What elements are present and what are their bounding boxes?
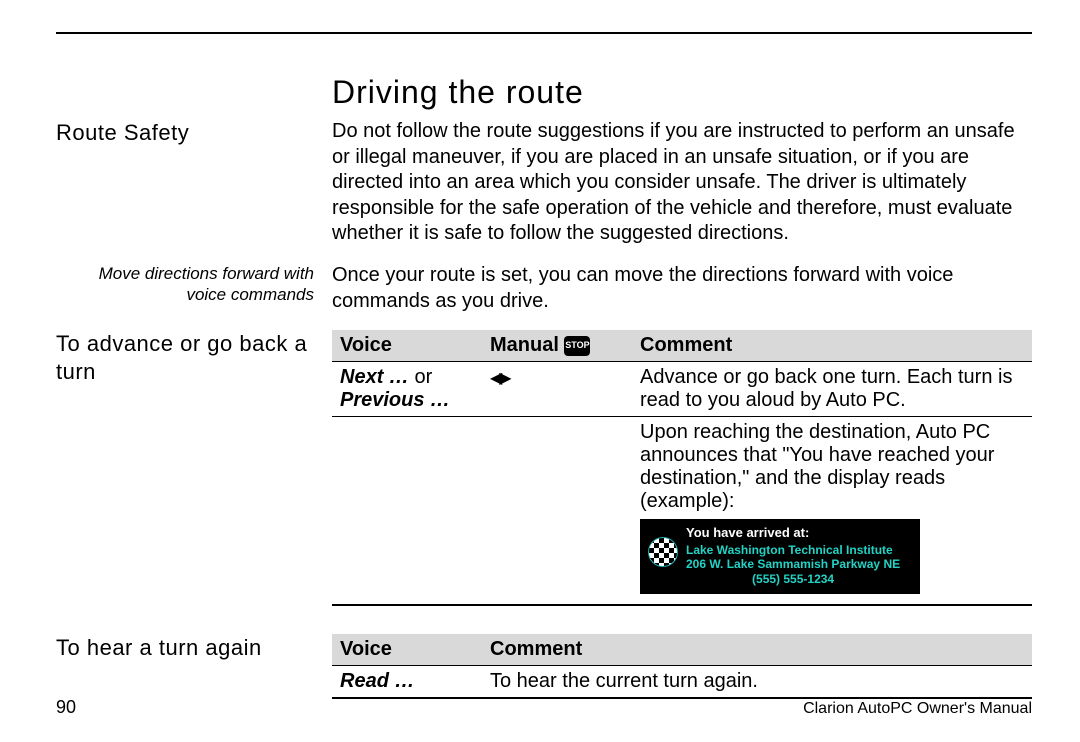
arrival-line-2: 206 W. Lake Sammamish Parkway NE: [686, 557, 900, 571]
hear-again-header-row: Voice Comment: [332, 634, 1032, 666]
col-voice: Voice: [332, 330, 482, 362]
hear-again-voice-cell: Read …: [332, 665, 482, 698]
voice-cmd-joiner: or: [409, 366, 432, 388]
arrival-title: You have arrived at:: [686, 525, 900, 541]
hear-again-comment-cell: To hear the current turn again.: [482, 665, 1032, 698]
page-number: 90: [56, 697, 76, 718]
col2-voice: Voice: [332, 634, 482, 666]
advance-table-header-row: Voice Manual STOP Comment: [332, 330, 1032, 362]
voice-cmd-next: Next …: [340, 366, 409, 388]
hear-again-block: To hear a turn again Voice Comment: [56, 634, 1032, 699]
stop-icon: STOP: [564, 336, 590, 356]
move-directions-block: Move directions forward with voice comma…: [56, 263, 1032, 314]
route-safety-block: Route Safety Do not follow the route sug…: [56, 119, 1032, 247]
col2-comment: Comment: [482, 634, 1032, 666]
advance-table: Voice Manual STOP Comment Next … or Prev…: [332, 330, 1032, 606]
footer-manual-title: Clarion AutoPC Owner's Manual: [803, 700, 1032, 718]
arrival-line-1: Lake Washington Technical Institute: [686, 543, 900, 557]
advance-voice-cell: Next … or Previous …: [332, 362, 482, 417]
arrival-intro-text: Upon reaching the destination, Auto PC a…: [640, 421, 994, 512]
move-directions-caption: Move directions forward with voice comma…: [56, 263, 314, 306]
advance-comment-cell-2: Upon reaching the destination, Auto PC a…: [632, 417, 1032, 605]
move-directions-body: Once your route is set, you can move the…: [332, 263, 1032, 314]
voice-cmd-read: Read …: [340, 670, 414, 692]
route-safety-heading: Route Safety: [56, 119, 314, 147]
route-safety-body: Do not follow the route suggestions if y…: [332, 119, 1032, 247]
advance-block: To advance or go back a turn Voice Manua…: [56, 330, 1032, 606]
advance-comment-cell-1: Advance or go back one turn. Each turn i…: [632, 362, 1032, 417]
col-manual-label: Manual: [490, 334, 559, 356]
manual-page: Driving the route Route Safety Do not fo…: [0, 0, 1080, 742]
title-row: Driving the route: [56, 74, 1032, 119]
col-comment: Comment: [632, 330, 1032, 362]
hear-again-table: Voice Comment Read … To hear the current…: [332, 634, 1032, 699]
section-title: Driving the route: [332, 74, 1032, 111]
left-right-arrows-icon: ◀▶: [490, 368, 509, 388]
arrival-line-3: (555) 555-1234: [686, 572, 900, 586]
advance-heading: To advance or go back a turn: [56, 330, 314, 385]
hear-again-heading: To hear a turn again: [56, 634, 314, 662]
arrival-text: You have arrived at: Lake Washington Tec…: [686, 525, 900, 586]
hear-again-row-1: Read … To hear the current turn again.: [332, 665, 1032, 698]
advance-row-2: Upon reaching the destination, Auto PC a…: [332, 417, 1032, 605]
advance-row-1: Next … or Previous … ◀▶ Advance or go ba…: [332, 362, 1032, 417]
col-manual: Manual STOP: [482, 330, 632, 362]
advance-manual-cell: ◀▶: [482, 362, 632, 417]
checkered-flag-icon: [648, 537, 678, 567]
voice-cmd-previous: Previous …: [340, 389, 450, 411]
top-rule: [56, 32, 1032, 34]
arrival-display: You have arrived at: Lake Washington Tec…: [640, 519, 920, 594]
page-footer: 90 Clarion AutoPC Owner's Manual: [56, 697, 1032, 718]
